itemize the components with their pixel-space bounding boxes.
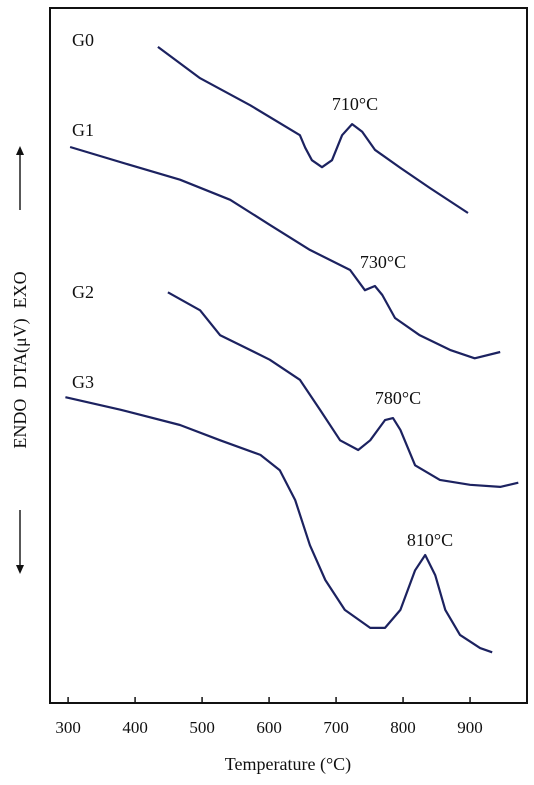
- plot-frame: [49, 7, 528, 704]
- x-tick-label: 700: [323, 718, 349, 737]
- y-label: DTA(μV): [10, 318, 31, 388]
- peak-label: 810°C: [407, 530, 453, 550]
- dta-curve: [157, 46, 469, 214]
- dta-curve: [69, 145, 501, 360]
- exo-label: EXO: [10, 271, 30, 308]
- series-label: G0: [72, 30, 94, 50]
- y-axis-label: ENDO DTA(μV) EXO: [10, 271, 31, 448]
- x-tick-label: 400: [122, 718, 148, 737]
- x-tick-label: 800: [390, 718, 416, 737]
- endo-label: ENDO: [10, 399, 30, 449]
- peak-label: 780°C: [375, 388, 421, 408]
- series-label: G1: [72, 120, 94, 140]
- series-label: G2: [72, 282, 94, 302]
- dta-curve: [167, 291, 519, 488]
- x-axis-label: Temperature (°C): [225, 754, 351, 775]
- x-tick-label: 900: [457, 718, 483, 737]
- dta-curve: [65, 396, 493, 654]
- peak-label: 730°C: [360, 252, 406, 272]
- endo-arrowhead: [16, 565, 24, 574]
- series-label: G3: [72, 372, 94, 392]
- exo-arrowhead: [16, 146, 24, 155]
- y-axis-label-group: ENDO DTA(μV) EXO: [10, 146, 31, 574]
- peak-label: 710°C: [332, 94, 378, 114]
- x-tick-label: 300: [55, 718, 81, 737]
- x-tick-label: 500: [189, 718, 215, 737]
- x-tick-label: 600: [256, 718, 282, 737]
